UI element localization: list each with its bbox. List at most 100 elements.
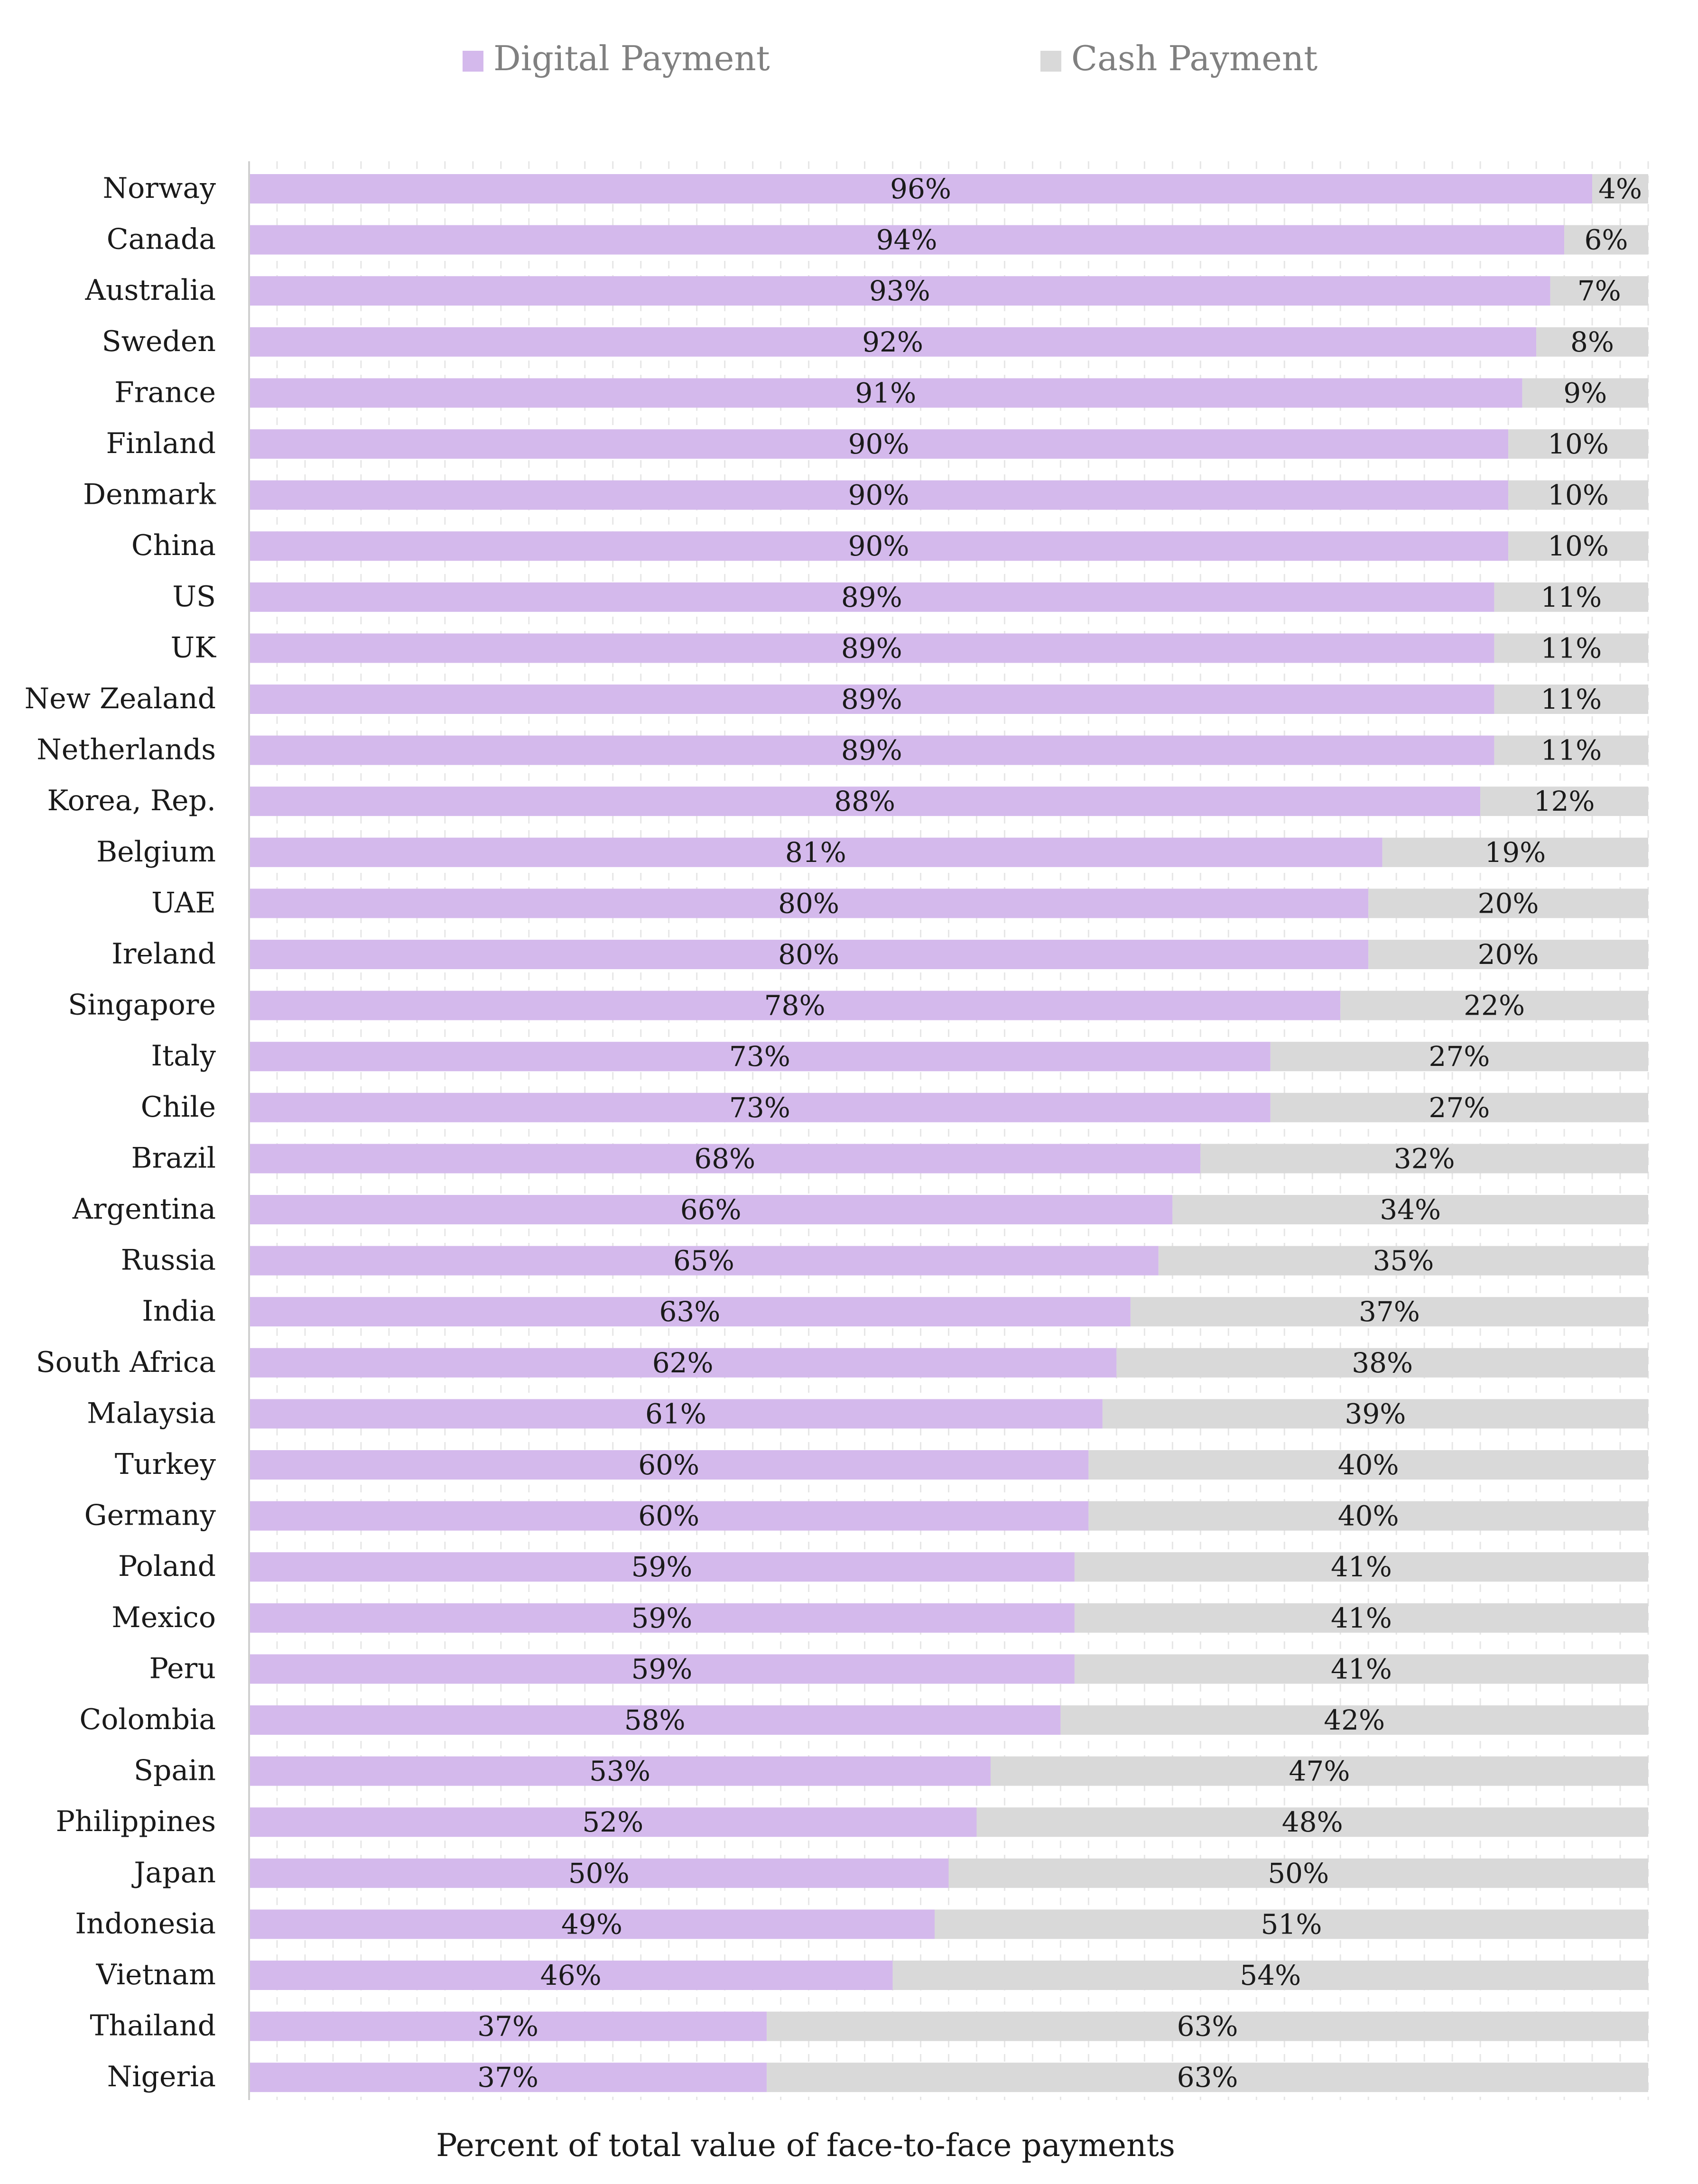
value-label-cash: 10% (1548, 428, 1609, 460)
bar-digital (249, 429, 1509, 459)
legend: Digital Payment Cash Payment (463, 38, 1318, 78)
country-label: Mexico (111, 1601, 216, 1634)
country-label: Colombia (79, 1703, 216, 1736)
bar-digital (249, 1092, 1271, 1122)
country-label: Chile (141, 1091, 216, 1124)
bar-cash (1494, 633, 1648, 663)
bar-digital (249, 480, 1509, 510)
bar-digital (249, 1858, 949, 1888)
country-label: Denmark (83, 478, 216, 511)
value-label-digital: 94% (876, 224, 937, 256)
value-label-cash: 50% (1268, 1857, 1329, 1889)
country-label: Turkey (115, 1448, 216, 1481)
value-label-digital: 90% (848, 479, 909, 511)
bar-digital (249, 685, 1494, 714)
bars (249, 174, 1648, 2092)
bar-digital (249, 787, 1481, 816)
bar-cash (1494, 685, 1648, 714)
value-label-cash: 63% (1177, 2061, 1238, 2093)
bar-digital (249, 1144, 1201, 1174)
bar-cash (1382, 837, 1648, 867)
country-label: New Zealand (25, 682, 216, 715)
value-label-cash: 51% (1261, 1908, 1322, 1940)
bar-digital (249, 2063, 767, 2092)
bar-cash (1340, 990, 1648, 1020)
bar-digital (249, 1450, 1089, 1480)
country-label: Peru (149, 1652, 216, 1685)
country-label: Canada (107, 223, 216, 256)
value-label-cash: 39% (1345, 1397, 1406, 1430)
bar-cash (1270, 1042, 1648, 1072)
bar-digital (249, 990, 1341, 1020)
country-label: Korea, Rep. (47, 784, 216, 817)
value-label-cash: 42% (1324, 1704, 1385, 1736)
value-label-digital: 68% (694, 1142, 755, 1175)
value-label-digital: 59% (631, 1653, 692, 1685)
value-label-digital: 62% (652, 1347, 714, 1379)
value-label-digital: 78% (764, 990, 826, 1022)
bar-digital (249, 735, 1494, 765)
value-label-digital: 61% (645, 1397, 706, 1430)
bar-cash (767, 2063, 1648, 2092)
value-label-cash: 9% (1563, 377, 1607, 409)
country-label: Belgium (96, 835, 216, 869)
country-label: Poland (118, 1550, 216, 1583)
bar-digital (249, 1603, 1075, 1633)
country-label: Brazil (131, 1141, 216, 1175)
bar-cash (1508, 429, 1648, 459)
value-label-digital: 89% (841, 581, 902, 613)
country-label: Thailand (90, 2009, 216, 2043)
bar-cash (1116, 1348, 1648, 1378)
bar-cash (1522, 378, 1648, 408)
bar-digital (249, 1705, 1061, 1735)
value-label-digital: 53% (589, 1755, 650, 1787)
bar-digital (249, 1654, 1075, 1684)
value-label-digital: 46% (540, 1959, 602, 1991)
value-label-digital: 88% (834, 785, 895, 817)
country-label: Italy (151, 1039, 216, 1073)
value-label-cash: 34% (1380, 1194, 1441, 1226)
bar-cash (1074, 1654, 1648, 1684)
bar-cash (1074, 1603, 1648, 1633)
legend-swatch-cash (1040, 51, 1061, 72)
country-label: Germany (84, 1499, 216, 1532)
bar-digital (249, 1042, 1271, 1072)
bar-digital (249, 1909, 935, 1939)
value-label-digital: 59% (631, 1602, 692, 1634)
bar-cash (1480, 787, 1648, 816)
bar-digital (249, 1552, 1075, 1582)
value-labels: 96% 4% 94% 6% 93% 7% 92% 8% 91% 9% 90% 10% 90% 10% 90%… (477, 173, 1642, 2093)
value-label-digital: 65% (673, 1245, 734, 1277)
bar-cash (1592, 174, 1648, 204)
value-label-digital: 90% (848, 530, 909, 562)
value-label-cash: 10% (1548, 530, 1609, 562)
bar-digital (249, 1399, 1103, 1429)
bar-digital (249, 225, 1565, 255)
value-label-cash: 47% (1289, 1755, 1350, 1787)
value-label-cash: 19% (1485, 836, 1546, 869)
bar-cash (767, 2011, 1648, 2041)
value-label-digital: 80% (778, 887, 839, 919)
country-label: Australia (85, 274, 216, 307)
value-label-digital: 60% (638, 1449, 699, 1481)
bar-cash (1536, 327, 1648, 357)
country-label: US (172, 580, 216, 613)
bar-digital (249, 633, 1494, 663)
value-label-cash: 11% (1540, 632, 1602, 664)
value-label-cash: 40% (1338, 1449, 1399, 1481)
bar-cash (1060, 1705, 1648, 1735)
value-label-cash: 22% (1464, 990, 1525, 1022)
bar-cash (1074, 1552, 1648, 1582)
value-label-cash: 12% (1534, 785, 1595, 817)
bar-digital (249, 276, 1550, 306)
bar-digital (249, 1297, 1131, 1327)
value-label-cash: 37% (1359, 1296, 1420, 1328)
value-label-digital: 37% (477, 2061, 538, 2093)
country-label: UK (171, 631, 217, 664)
bar-digital (249, 888, 1369, 918)
country-label: Malaysia (87, 1397, 216, 1430)
bar-digital (249, 1246, 1159, 1276)
value-label-digital: 66% (680, 1194, 742, 1226)
value-label-cash: 32% (1394, 1142, 1455, 1175)
